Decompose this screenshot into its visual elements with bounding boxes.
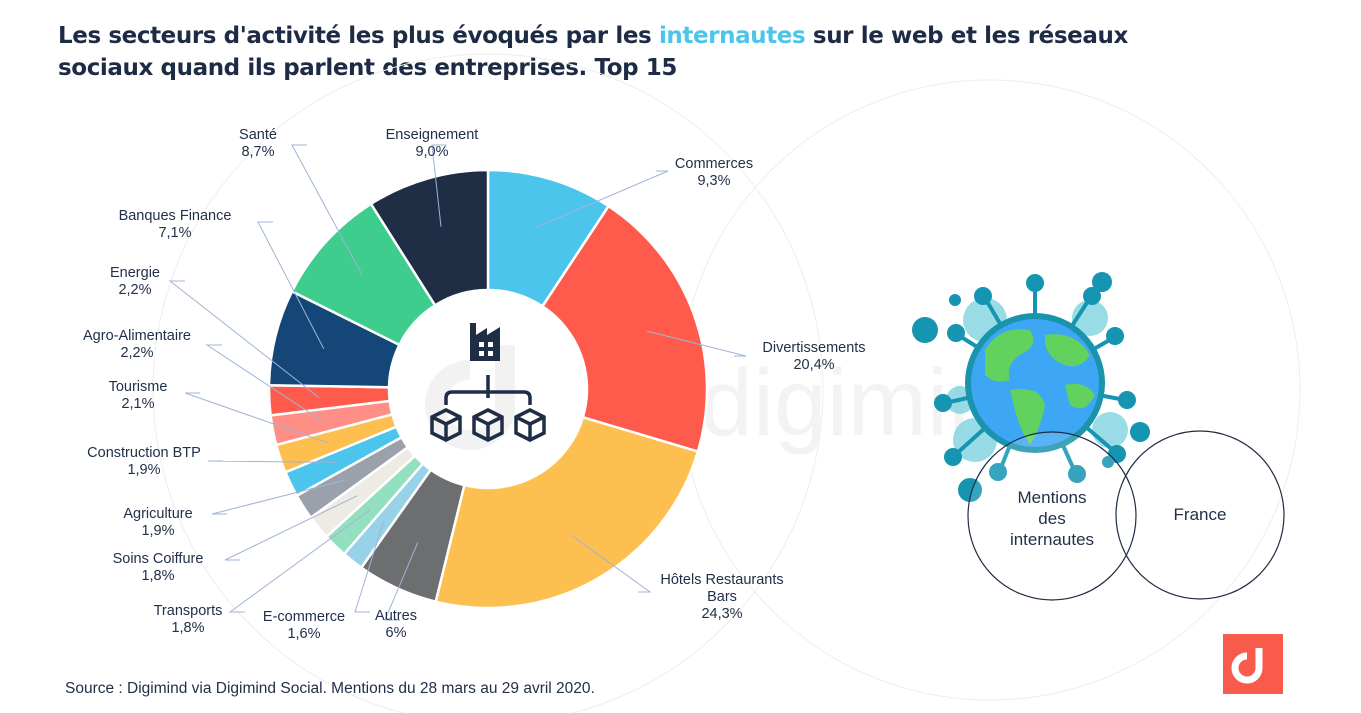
source-note: Source : Digimind via Digimind Social. M… (65, 680, 595, 697)
slice-value-label: 1,6% (287, 626, 320, 642)
leader-line (228, 509, 371, 613)
title-text-1: Les secteurs d'activité les plus évoqués… (58, 23, 659, 49)
venn-label-line: internautes (1010, 530, 1094, 549)
leader-line (571, 535, 652, 593)
slice-value-label: 20,4% (793, 357, 834, 373)
slice-name-label: Hôtels Restaurants (660, 572, 783, 588)
slice-name-label: Banques Finance (119, 208, 232, 224)
slice-name-label: Santé (239, 127, 277, 143)
venn-label-france: France (1174, 505, 1227, 524)
slice-value-label: 24,3% (701, 606, 742, 622)
slice-value-label: 8,7% (241, 144, 274, 160)
slice-value-label: 7,1% (158, 225, 191, 241)
venn-circle-mentions (967, 431, 1137, 601)
venn-label-line: des (1038, 509, 1065, 528)
slice-name-label: Bars (707, 589, 737, 605)
slice-value-label: 2,2% (120, 345, 153, 361)
slice-value-label: 9,3% (697, 173, 730, 189)
slice-name-label: Soins Coiffure (113, 551, 204, 567)
slice-value-label: 2,2% (118, 282, 151, 298)
slice-name-label: Agro-Alimentaire (83, 328, 191, 344)
leader-line (384, 542, 419, 621)
slice-name-label: Autres (375, 608, 417, 624)
slice-name-label: Agriculture (123, 506, 192, 522)
leader-line (211, 479, 346, 515)
leader-line (291, 144, 364, 276)
donut-slices (267, 168, 709, 610)
slice-name-label: Enseignement (386, 127, 479, 143)
leader-line (184, 392, 328, 444)
leader-lines (168, 144, 747, 621)
leader-line (431, 144, 447, 227)
slice-value-label: 9,0% (415, 144, 448, 160)
slice-value-label: 1,9% (141, 523, 174, 539)
slice-name-label: Construction BTP (87, 445, 201, 461)
slice-name-label: Tourisme (109, 379, 168, 395)
title-highlight: internautes (658, 23, 806, 49)
leader-line (168, 280, 320, 399)
slice-name-label: Divertissements (762, 340, 865, 356)
slice-value-label: 1,9% (127, 462, 160, 478)
venn-diagram: Mentions des internautes France (967, 430, 1285, 601)
slice-value-label: 2,1% (121, 396, 154, 412)
leader-line (354, 521, 384, 613)
bg-circle (152, 53, 824, 713)
slice-value-label: 1,8% (141, 568, 174, 584)
slice-value-label: 6% (386, 625, 407, 641)
leader-line (207, 460, 336, 463)
slice-name-label: Transports (154, 603, 223, 619)
leader-line (536, 170, 669, 228)
globe-virus-icon (912, 272, 1150, 502)
leader-line (224, 495, 358, 561)
leader-line (257, 221, 325, 350)
venn-label-line: Mentions (1018, 488, 1087, 507)
leader-line (646, 330, 747, 357)
factory-hierarchy-icon (430, 323, 546, 442)
title-text-2: sur le web et les réseaux sociaux quand … (58, 23, 1128, 81)
leader-line (205, 344, 323, 422)
chart-title: Les secteurs d'activité les plus évoqués… (58, 20, 1178, 84)
venn-circle-france (1115, 430, 1285, 600)
digimind-logo-icon (1223, 634, 1283, 694)
slice-name-label: Energie (110, 265, 160, 281)
slice-value-label: 1,8% (171, 620, 204, 636)
slice-name-label: Commerces (675, 156, 753, 172)
slice-name-label: E-commerce (263, 609, 345, 625)
